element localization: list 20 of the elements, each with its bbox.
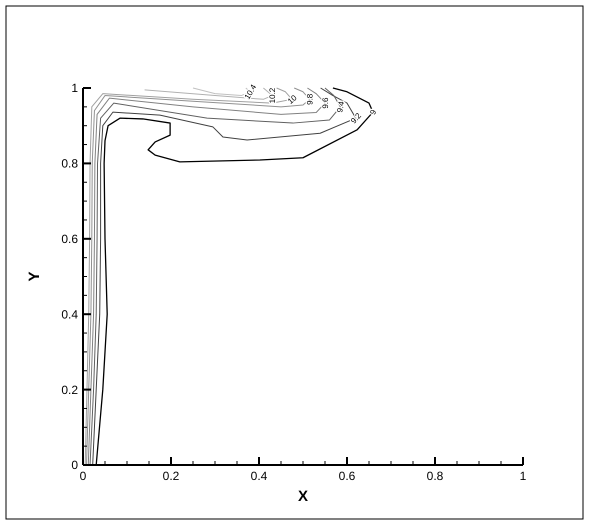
y-tick-label: 0.6 — [61, 232, 78, 246]
x-tick-label: 1 — [520, 469, 527, 483]
x-tick-label: 0.6 — [338, 469, 356, 483]
y-tick-label: 0.2 — [61, 382, 78, 397]
text: 10 — [286, 92, 299, 106]
text: 9.4 — [335, 100, 346, 114]
text: 9.6 — [320, 96, 330, 109]
y-tick-label: 1 — [71, 81, 78, 96]
x-axis-title: X — [298, 488, 308, 505]
text: 9.8 — [305, 93, 314, 105]
y-tick-label: 0.4 — [61, 307, 78, 322]
x-tick-label: 0.2 — [162, 469, 180, 483]
x-tick-label: 0.4 — [250, 469, 268, 483]
text: 10.2 — [268, 87, 277, 104]
y-tick-label: 0.8 — [61, 156, 78, 171]
y-axis-title: Y — [26, 271, 43, 282]
text: 9.2 — [348, 110, 364, 126]
x-tick-label: 0 — [80, 469, 87, 483]
x-tick-label: 0.8 — [426, 469, 444, 483]
y-tick-label: 0 — [71, 458, 78, 472]
